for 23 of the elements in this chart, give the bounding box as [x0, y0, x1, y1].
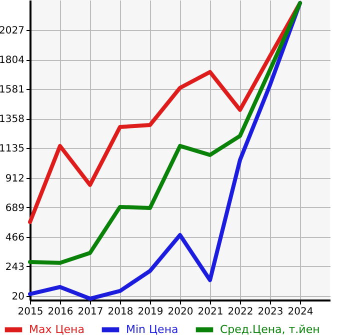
y-tick-label: 912	[5, 173, 24, 184]
x-tick-label: 2016	[48, 306, 74, 318]
legend-label: Min Цена	[126, 322, 178, 335]
x-tick-label: 2024	[288, 306, 314, 318]
x-tick-label: 2021	[198, 306, 224, 318]
y-tick-label: 689	[5, 202, 24, 214]
y-tick-label: 1135	[0, 144, 24, 155]
x-tick-label: 2020	[168, 306, 194, 318]
y-tick-label: 20	[12, 292, 24, 303]
y-tick-label: 1358	[0, 114, 24, 126]
y-tick-label: 2027	[0, 25, 24, 36]
x-tick-label: 2022	[228, 306, 254, 318]
y-tick-label: 1804	[0, 55, 24, 66]
x-tick-label: 2017	[78, 306, 104, 318]
x-tick-label: 2015	[18, 306, 44, 318]
y-tick-label: 1581	[0, 84, 24, 96]
legend-label: Max Цена	[29, 322, 84, 335]
x-tick-label: 2018	[108, 306, 134, 318]
y-tick-label: 466	[5, 232, 24, 244]
legend-label: Сред.Цена, т.йен	[220, 322, 320, 335]
y-tick-label: 243	[5, 262, 24, 273]
x-tick-label: 2019	[138, 306, 164, 318]
x-tick-label: 2023	[258, 306, 284, 318]
